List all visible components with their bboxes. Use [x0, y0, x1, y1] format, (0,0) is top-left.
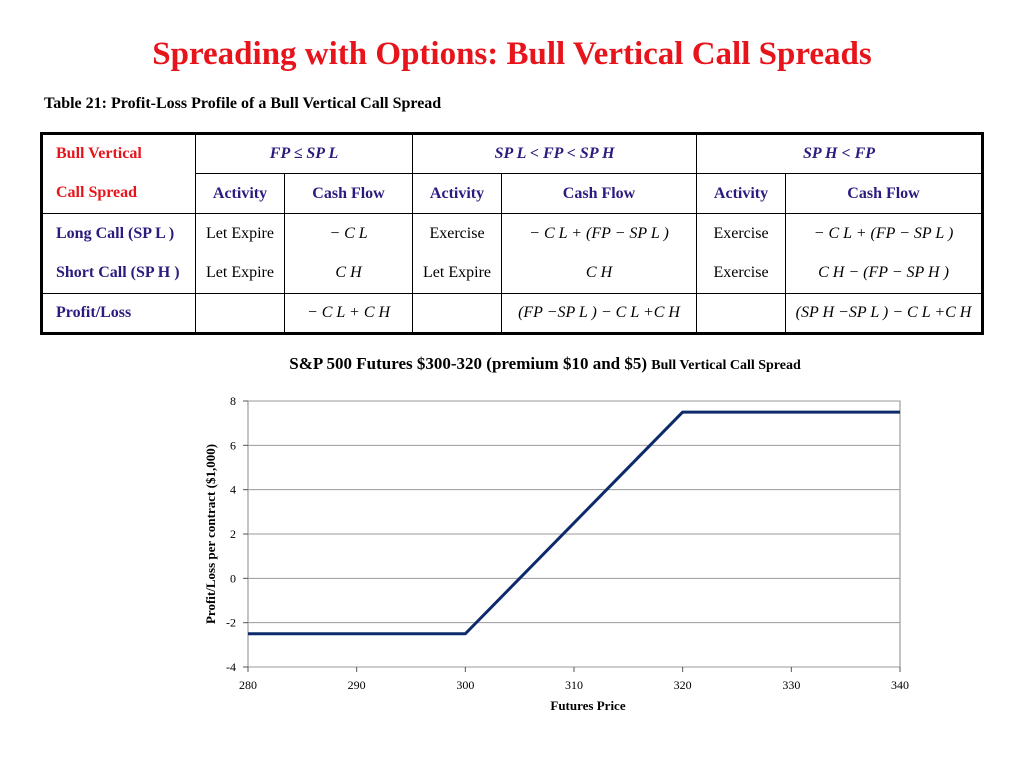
range-header-1: FP ≤ SP L	[194, 132, 414, 174]
profit-loss-chart: -4 -2 0 2 4 6 8 280 290 300 310 320 330 340 Futures Pr…	[203, 394, 909, 713]
subheader-activity: Activity	[412, 173, 503, 214]
table-cell: C H	[501, 253, 698, 294]
y-tick-label: 6	[230, 438, 236, 452]
y-tick-label: 4	[230, 483, 236, 497]
table-cell: (FP −SP L ) − C L +C H	[501, 293, 698, 335]
x-tick-label: 310	[565, 678, 583, 692]
table-row: Long Call (SP L ) Let Expire − C L Exerc…	[40, 213, 985, 254]
range-header-3: SP H < FP	[696, 132, 985, 174]
row-label-profit-loss: Profit/Loss	[40, 293, 196, 335]
table-cell: Exercise	[696, 213, 787, 254]
y-tick-label: 2	[230, 527, 236, 541]
y-tick-label: -2	[226, 616, 236, 630]
table-cell: C H	[283, 253, 414, 294]
table-cell: Let Expire	[412, 253, 503, 294]
table-caption: Table 21: Profit-Loss Profile of a Bull …	[44, 95, 442, 112]
x-tick-label: 330	[782, 678, 800, 692]
table-subheader-row: Call Spread Activity Cash Flow Activity …	[40, 173, 985, 214]
subheader-activity: Activity	[195, 173, 285, 214]
table-cell	[195, 293, 285, 335]
table-cell: Let Expire	[195, 253, 285, 294]
subheader-activity: Activity	[696, 173, 787, 214]
row-header-top: Bull Vertical	[40, 132, 196, 174]
profit-loss-table: Bull Vertical FP ≤ SP L SP L < FP < SP H…	[40, 132, 985, 335]
table-cell: − C L	[283, 213, 414, 254]
x-tick-label: 320	[674, 678, 692, 692]
slide-title: Spreading with Options: Bull Vertical Ca…	[152, 36, 872, 72]
table-cell: Exercise	[412, 213, 503, 254]
table-row: Short Call (SP H ) Let Expire C H Let Ex…	[40, 253, 985, 294]
chart-title: S&P 500 Futures $300-320 (premium $10 an…	[289, 354, 648, 373]
range-header-2: SP L < FP < SP H	[412, 132, 698, 174]
row-label-long-call: Long Call (SP L )	[40, 213, 196, 254]
subheader-cash-flow: Cash Flow	[785, 173, 985, 214]
series-line	[248, 410, 900, 636]
table-cell	[412, 293, 503, 335]
table-cell: (SP H −SP L ) − C L +C H	[785, 293, 985, 335]
row-label-short-call: Short Call (SP H )	[40, 253, 196, 294]
y-tick-label: 8	[230, 394, 236, 408]
chart-subtitle: Bull Vertical Call Spread	[651, 358, 801, 373]
table-cell: Exercise	[696, 253, 787, 294]
table-header-row: Bull Vertical FP ≤ SP L SP L < FP < SP H…	[40, 132, 985, 174]
subheader-cash-flow: Cash Flow	[283, 173, 414, 214]
x-tick-label: 340	[891, 678, 909, 692]
table-row: Profit/Loss − C L + C H (FP −SP L ) − C …	[40, 293, 985, 335]
x-tick-label: 280	[239, 678, 257, 692]
row-header-bottom: Call Spread	[40, 173, 196, 214]
x-tick-label: 290	[348, 678, 366, 692]
table-cell: − C L + (FP − SP L )	[501, 213, 698, 254]
x-tick-label: 300	[456, 678, 474, 692]
y-tick-label: 0	[230, 571, 236, 585]
x-axis-label: Futures Price	[550, 698, 625, 713]
table-cell: − C L + (FP − SP L )	[785, 213, 985, 254]
y-axis-label: Profit/Loss per contract ($1,000)	[203, 444, 218, 624]
chart-heading: S&P 500 Futures $300-320 (premium $10 an…	[0, 354, 1024, 374]
table-cell	[696, 293, 787, 335]
subheader-cash-flow: Cash Flow	[501, 173, 698, 214]
y-tick-label: -4	[226, 660, 236, 674]
table-cell: Let Expire	[195, 213, 285, 254]
table-cell: C H − (FP − SP H )	[785, 253, 985, 294]
table-cell: − C L + C H	[283, 293, 414, 335]
